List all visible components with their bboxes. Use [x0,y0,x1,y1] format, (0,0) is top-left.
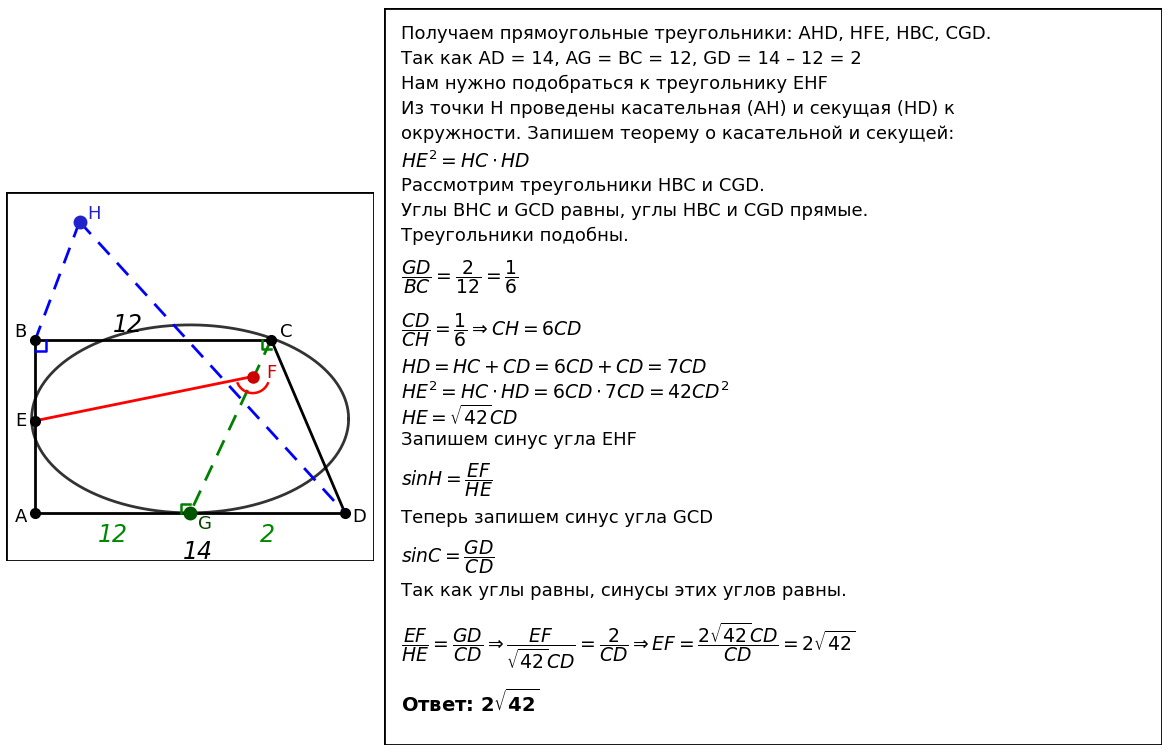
Text: $HD = HC + CD = 6CD + CD = 7CD$: $HD = HC + CD = 6CD + CD = 7CD$ [401,358,707,377]
Text: H: H [88,206,101,224]
Text: $\dfrac{GD}{BC} = \dfrac{2}{12} = \dfrac{1}{6}$: $\dfrac{GD}{BC} = \dfrac{2}{12} = \dfrac… [401,258,518,296]
Text: E: E [15,412,26,430]
Text: $\dfrac{EF}{HE} = \dfrac{GD}{CD} \Rightarrow \dfrac{EF}{\sqrt{42}CD} = \dfrac{2}: $\dfrac{EF}{HE} = \dfrac{GD}{CD} \Righta… [401,620,855,671]
Text: Нам нужно подобраться к треугольнику EHF: Нам нужно подобраться к треугольнику EHF [401,75,827,93]
Text: 12: 12 [98,523,128,547]
Text: A: A [14,508,27,526]
Text: Запишем синус угла EHF: Запишем синус угла EHF [401,431,636,449]
Text: 12: 12 [112,313,143,337]
Text: D: D [352,508,366,526]
Text: Так как углы равны, синусы этих углов равны.: Так как углы равны, синусы этих углов ра… [401,581,847,599]
Text: Углы BHC и GCD равны, углы HBC и CGD прямые.: Углы BHC и GCD равны, углы HBC и CGD пря… [401,203,868,220]
Text: $sinC = \dfrac{GD}{CD}$: $sinC = \dfrac{GD}{CD}$ [401,538,495,576]
Text: Треугольники подобны.: Треугольники подобны. [401,227,628,245]
Text: C: C [280,323,292,341]
Text: $HE^2 = HC \cdot HD = 6CD \cdot 7CD = 42CD^2$: $HE^2 = HC \cdot HD = 6CD \cdot 7CD = 42… [401,382,729,404]
Text: окружности. Запишем теорему о касательной и секущей:: окружности. Запишем теорему о касательно… [401,126,955,144]
Text: B: B [14,323,27,341]
Text: $HE^2 = HC \cdot HD$: $HE^2 = HC \cdot HD$ [401,151,530,172]
Text: 14: 14 [183,540,213,563]
Text: G: G [198,515,212,533]
Text: F: F [266,364,276,382]
Text: Рассмотрим треугольники HBC и CGD.: Рассмотрим треугольники HBC и CGD. [401,177,765,195]
Text: Ответ: $\mathbf{2\sqrt{42}}$: Ответ: $\mathbf{2\sqrt{42}}$ [401,689,539,716]
Text: Так как AD = 14, AG = BC = 12, GD = 14 – 12 = 2: Так как AD = 14, AG = BC = 12, GD = 14 –… [401,50,861,69]
Text: $sinH = \dfrac{EF}{HE}$: $sinH = \dfrac{EF}{HE}$ [401,461,493,498]
Text: $\dfrac{CD}{CH} = \dfrac{1}{6} \Rightarrow CH = 6CD$: $\dfrac{CD}{CH} = \dfrac{1}{6} \Rightarr… [401,311,581,349]
Text: $HE = \sqrt{42}CD$: $HE = \sqrt{42}CD$ [401,404,518,428]
Text: Теперь запишем синус угла GCD: Теперь запишем синус угла GCD [401,509,713,527]
Text: 2: 2 [260,523,275,547]
Text: Из точки H проведены касательная (AH) и секущая (HD) к: Из точки H проведены касательная (AH) и … [401,100,955,118]
Text: Получаем прямоугольные треугольники: AHD, HFE, HBC, CGD.: Получаем прямоугольные треугольники: AHD… [401,25,991,43]
